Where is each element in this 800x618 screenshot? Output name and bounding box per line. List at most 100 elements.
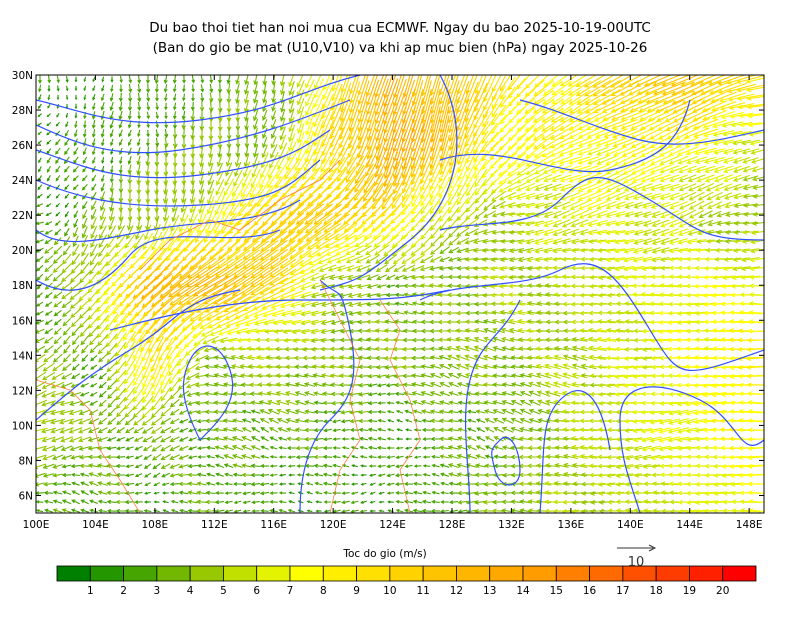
wind-arrow [561,238,580,245]
wind-arrow [142,365,154,388]
wind-arrow [145,216,150,232]
wind-arrow [275,167,291,189]
wind-arrow [296,89,305,106]
wind-arrow [118,165,123,174]
wind-arrow [501,417,514,424]
colorbar-tick-label: 13 [483,585,496,597]
wind-arrow [124,349,136,368]
wind-arrow [169,454,180,461]
wind-arrow [394,482,404,487]
wind-arrow [386,446,395,450]
wind-arrow [160,387,171,402]
wind-arrow [525,163,544,175]
wind-arrow [464,228,479,236]
wind-arrow [350,500,359,505]
wind-arrow [559,156,583,165]
wind-arrow [233,169,243,187]
wind-arrow [90,243,98,258]
wind-arrow [747,391,764,396]
wind-arrow [510,417,523,424]
wind-arrow [571,354,588,361]
wind-arrow [440,490,449,495]
wind-arrow [483,319,496,324]
wind-arrow [535,363,552,370]
wind-arrow [69,436,83,443]
wind-arrow [544,292,561,297]
wind-arrow [737,103,764,110]
wind-arrow [332,454,341,459]
wind-arrow [448,186,460,206]
wind-arrow [713,148,734,155]
wind-arrow [723,148,742,155]
wind-arrow [535,481,552,486]
wind-arrow [59,409,74,416]
wind-arrow [746,365,764,370]
wind-arrow [348,311,361,316]
wind-arrow [483,345,496,352]
wind-arrow [326,254,347,264]
wind-arrow [490,266,507,272]
wind-arrow [180,206,188,223]
wind-arrow [226,75,231,85]
wind-arrow [74,86,78,92]
wind-arrow [260,508,269,513]
wind-arrow [492,364,505,370]
wind-arrow [678,183,697,192]
wind-arrow [268,417,279,424]
wind-arrow [561,248,580,254]
wind-arrow [649,418,672,425]
wind-arrow [481,112,498,136]
wind-arrow [448,196,460,214]
wind-arrow [550,155,573,166]
wind-arrow [475,445,486,451]
wind-arrow [366,364,378,370]
wind-arrow [36,264,44,272]
wind-arrow [194,221,209,244]
wind-arrow [288,500,295,504]
wind-arrow [260,445,269,450]
wind-arrow [588,239,607,245]
wind-arrow [278,464,286,468]
wind-arrow [421,499,432,504]
wind-arrow [336,156,355,183]
wind-arrow [369,473,376,477]
wind-arrow [420,186,434,207]
wind-arrow [162,491,169,495]
wind-arrow [322,446,333,451]
wind-arrow [74,120,78,129]
wind-arrow [125,436,134,442]
wind-arrow [170,509,179,513]
wind-arrow [143,509,152,513]
wind-arrow [448,246,460,254]
wind-arrow [188,446,197,451]
wind-arrow [668,146,689,157]
wind-arrow [91,120,96,130]
wind-arrow [396,428,403,432]
wind-arrow [448,391,459,397]
wind-arrow [217,108,223,123]
wind-arrow [584,79,612,97]
wind-arrow [357,400,370,406]
wind-arrow [100,93,105,102]
wind-arrow [110,165,114,174]
wind-arrow [146,83,151,94]
wind-arrow [52,291,63,299]
wind-arrow [136,147,141,156]
wind-arrow [41,381,56,389]
wind-arrow [244,118,250,131]
wind-arrow [746,382,764,388]
map-frame [35,74,765,514]
colorbar-label: Toc do gio (m/s) [342,548,426,560]
wind-arrow [52,272,63,282]
wind-arrow [686,238,707,245]
wind-arrow [160,463,171,469]
wind-arrow [448,500,458,505]
wind-arrow [172,84,177,93]
wind-arrow [347,284,362,290]
wind-arrow [456,247,469,254]
wind-arrow [99,199,106,212]
wind-arrow [629,109,656,121]
wind-arrow [588,435,607,441]
wind-arrow [473,354,488,361]
wind-arrow [206,196,215,215]
